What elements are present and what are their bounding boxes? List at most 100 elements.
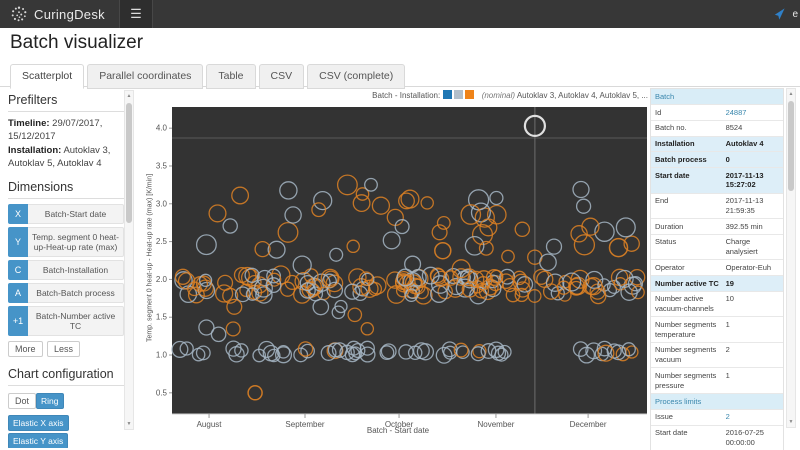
data-point[interactable]: [455, 278, 475, 298]
data-point[interactable]: [284, 206, 302, 224]
data-point[interactable]: [606, 279, 622, 294]
data-point[interactable]: [585, 270, 604, 289]
more-button[interactable]: More: [8, 341, 43, 358]
elastic-y-button[interactable]: Elastic Y axis: [8, 433, 69, 448]
data-point[interactable]: [594, 221, 615, 242]
data-point[interactable]: [572, 180, 590, 199]
data-point[interactable]: [320, 345, 337, 361]
brand[interactable]: CuringDesk: [0, 0, 119, 28]
data-point[interactable]: [279, 281, 296, 297]
data-point[interactable]: [400, 189, 420, 209]
dimension-item[interactable]: X Batch-Start date: [8, 204, 124, 225]
data-point[interactable]: [226, 298, 243, 315]
data-point[interactable]: [545, 238, 563, 255]
data-point[interactable]: [217, 274, 234, 291]
data-point[interactable]: [478, 240, 494, 256]
data-point[interactable]: [415, 285, 429, 300]
data-point[interactable]: [244, 267, 260, 283]
data-point[interactable]: [274, 346, 293, 364]
data-point[interactable]: [277, 221, 299, 243]
data-point[interactable]: [470, 346, 486, 362]
data-point[interactable]: [516, 276, 534, 293]
data-point[interactable]: [487, 341, 505, 359]
data-point[interactable]: [187, 286, 205, 304]
data-point[interactable]: [472, 344, 487, 359]
sidebar-scrollbar[interactable]: ▲ ▼: [124, 90, 134, 430]
data-point[interactable]: [364, 177, 378, 192]
data-point[interactable]: [238, 266, 257, 286]
data-point[interactable]: [505, 287, 521, 303]
data-point[interactable]: [631, 285, 645, 300]
data-point[interactable]: [350, 342, 366, 359]
hamburger-menu-icon[interactable]: ☰: [118, 0, 153, 28]
tab-scatterplot[interactable]: Scatterplot: [10, 64, 85, 89]
data-point[interactable]: [336, 174, 358, 196]
detail-row[interactable]: Issue 2: [651, 410, 783, 426]
data-point[interactable]: [497, 344, 512, 359]
data-point[interactable]: [558, 288, 572, 302]
data-point[interactable]: [597, 344, 615, 362]
dimension-item[interactable]: Y Temp. segment 0 heat-up-Heat-up rate (m…: [8, 227, 124, 258]
dimension-badge[interactable]: +1: [8, 306, 28, 337]
data-point[interactable]: [251, 284, 269, 302]
data-point[interactable]: [255, 286, 273, 304]
data-point[interactable]: [502, 277, 517, 293]
data-point[interactable]: [539, 253, 557, 272]
data-point[interactable]: [572, 341, 589, 357]
data-point[interactable]: [396, 268, 415, 287]
data-point[interactable]: [484, 280, 502, 298]
data-point[interactable]: [265, 277, 282, 294]
data-point[interactable]: [228, 346, 245, 363]
data-point[interactable]: [621, 342, 636, 357]
data-point[interactable]: [464, 235, 485, 256]
data-point[interactable]: [329, 247, 344, 262]
data-point[interactable]: [436, 215, 451, 230]
data-point[interactable]: [461, 281, 479, 298]
data-point[interactable]: [195, 234, 217, 256]
data-point[interactable]: [398, 192, 415, 210]
data-point[interactable]: [608, 237, 629, 258]
data-point[interactable]: [214, 284, 234, 303]
detail-row[interactable]: Id 24887: [651, 105, 783, 121]
scroll-up-icon[interactable]: ▲: [126, 93, 132, 99]
scrollbar-thumb[interactable]: [126, 103, 132, 223]
data-point[interactable]: [297, 341, 314, 357]
data-point[interactable]: [267, 240, 286, 259]
data-point[interactable]: [404, 255, 422, 273]
data-point[interactable]: [379, 345, 395, 361]
data-point[interactable]: [514, 221, 531, 238]
dimension-item[interactable]: +1 Batch-Number active TC: [8, 306, 124, 337]
user-label[interactable]: e: [792, 8, 798, 20]
data-point[interactable]: [360, 279, 379, 298]
data-point[interactable]: [512, 273, 530, 291]
tab-csv-complete-[interactable]: CSV (complete): [307, 64, 406, 89]
data-point[interactable]: [179, 341, 194, 356]
data-point[interactable]: [344, 283, 361, 300]
data-point[interactable]: [442, 270, 459, 286]
scrollbar-thumb[interactable]: [788, 101, 794, 191]
data-point[interactable]: [293, 347, 309, 363]
data-point[interactable]: [623, 235, 640, 252]
data-point[interactable]: [382, 231, 401, 250]
data-point[interactable]: [394, 273, 412, 291]
data-point[interactable]: [446, 279, 465, 298]
data-point[interactable]: [234, 343, 249, 358]
data-point[interactable]: [347, 307, 363, 323]
data-point[interactable]: [210, 326, 227, 343]
scatter-svg[interactable]: 0.5 1.0 1.5 2.0 2.5 3.0 3.5 4.0 August September O…: [148, 100, 648, 430]
data-point[interactable]: [499, 268, 516, 285]
data-point[interactable]: [562, 272, 582, 292]
data-point[interactable]: [195, 345, 211, 361]
data-point[interactable]: [331, 342, 348, 358]
data-point[interactable]: [174, 268, 192, 285]
data-point[interactable]: [485, 269, 503, 286]
data-point[interactable]: [279, 181, 298, 200]
data-point[interactable]: [568, 280, 584, 296]
data-point[interactable]: [467, 270, 485, 288]
data-point[interactable]: [460, 204, 482, 225]
data-point[interactable]: [360, 322, 375, 336]
data-point[interactable]: [394, 219, 410, 235]
less-button[interactable]: Less: [46, 341, 80, 358]
send-icon[interactable]: [772, 7, 786, 21]
ring-toggle-button[interactable]: Ring: [36, 393, 64, 410]
